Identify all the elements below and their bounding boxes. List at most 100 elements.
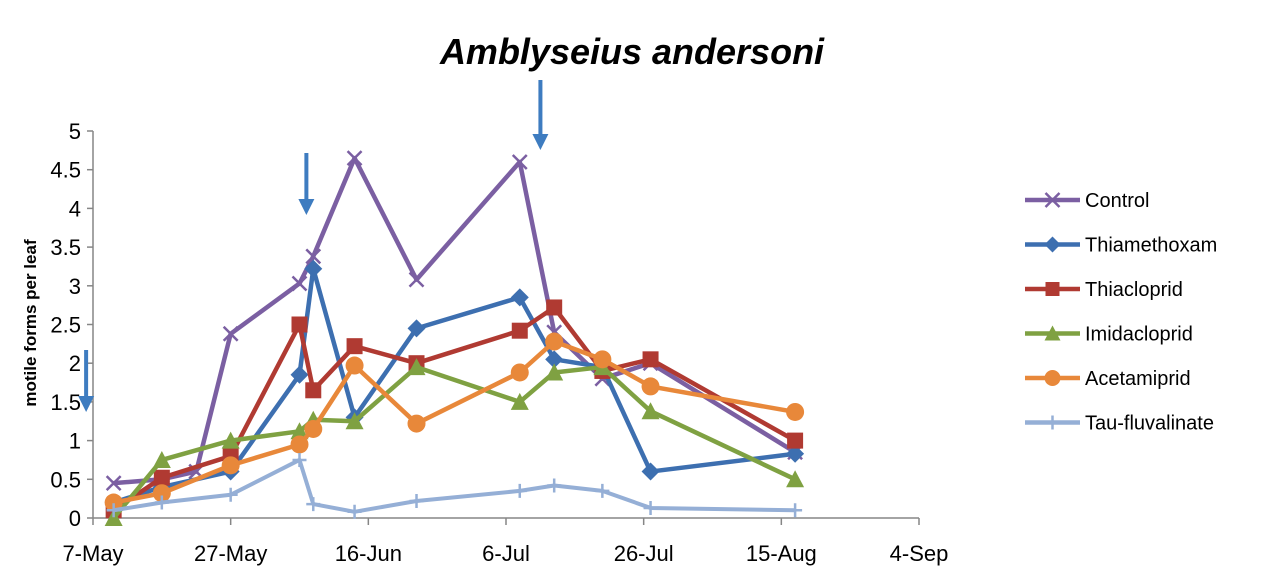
data-point-thiacloprid bbox=[153, 469, 170, 486]
data-point-tau-fluvalinate bbox=[512, 483, 527, 498]
data-point-imidacloprid bbox=[510, 392, 529, 410]
legend-entry-thiacloprid: Thiacloprid bbox=[1025, 279, 1183, 301]
data-point-thiacloprid bbox=[511, 322, 528, 339]
series-tau-fluvalinate bbox=[106, 452, 803, 519]
y-tick-label: 0.5 bbox=[50, 467, 81, 492]
data-point-tau-fluvalinate bbox=[292, 452, 307, 467]
series-group bbox=[104, 150, 805, 526]
data-point-acetamiprid bbox=[290, 435, 309, 454]
chart-title: Amblyseius andersoni bbox=[439, 31, 825, 72]
data-point-acetamiprid bbox=[152, 484, 171, 503]
legend-entry-control: Control bbox=[1025, 190, 1149, 212]
x-tick-label: 7-May bbox=[62, 541, 123, 566]
data-point-acetamiprid bbox=[104, 493, 123, 512]
data-point-thiamethoxam bbox=[641, 462, 660, 481]
data-point-control bbox=[105, 475, 122, 492]
data-point-tau-fluvalinate bbox=[547, 478, 562, 493]
data-point-acetamiprid bbox=[641, 377, 660, 396]
series-acetamiprid bbox=[104, 332, 805, 512]
y-axis-label: motile forms per leaf bbox=[21, 239, 40, 407]
data-point-acetamiprid bbox=[345, 356, 364, 375]
series-line-thiacloprid bbox=[112, 305, 797, 513]
series-imidacloprid bbox=[104, 358, 805, 526]
y-tick-label: 3 bbox=[69, 274, 81, 299]
data-point-imidacloprid bbox=[641, 402, 660, 420]
data-point-imidacloprid bbox=[104, 509, 123, 526]
data-point-thiacloprid bbox=[305, 382, 322, 399]
data-point-acetamiprid bbox=[221, 456, 240, 475]
x-tick-label: 16-Jun bbox=[335, 541, 402, 566]
x-tick-label: 27-May bbox=[194, 541, 267, 566]
y-tick-label: 0 bbox=[69, 506, 81, 531]
y-tick-label: 1 bbox=[69, 429, 81, 454]
series-line-control bbox=[113, 155, 797, 486]
axes: 0 0.5 1 1.5 2 2.5 3 3.5 4 4.5 5 7-May 27-May 16-Jun 6-… bbox=[50, 119, 948, 566]
application-arrow bbox=[298, 153, 315, 215]
series-line-thiamethoxam bbox=[112, 266, 796, 505]
data-point-imidacloprid bbox=[407, 358, 426, 376]
data-point-tau-fluvalinate bbox=[347, 504, 362, 519]
y-tick-label: 2.5 bbox=[50, 313, 81, 338]
data-point-imidacloprid bbox=[345, 412, 364, 430]
data-point-thiacloprid bbox=[546, 299, 563, 316]
legend-marker bbox=[1044, 370, 1061, 386]
data-point-imidacloprid bbox=[221, 431, 240, 449]
series-line-tau-fluvalinate bbox=[113, 457, 796, 514]
legend-label: Thiacloprid bbox=[1085, 279, 1183, 301]
data-point-control bbox=[305, 248, 322, 265]
legend-label: Control bbox=[1085, 190, 1149, 212]
legend-entry-acetamiprid: Acetamiprid bbox=[1025, 368, 1191, 390]
legend-marker bbox=[1045, 415, 1060, 430]
data-point-thiamethoxam bbox=[545, 350, 564, 369]
legend-label: Tau-fluvalinate bbox=[1085, 413, 1214, 435]
data-point-thiacloprid bbox=[291, 316, 308, 333]
data-point-thiacloprid bbox=[642, 351, 659, 368]
legend: Control Thiamethoxam Thiacloprid Imidaclopr… bbox=[1025, 190, 1217, 435]
y-tick-label: 2 bbox=[69, 351, 81, 376]
data-point-tau-fluvalinate bbox=[643, 500, 658, 515]
data-point-control bbox=[291, 275, 308, 292]
legend-label: Acetamiprid bbox=[1085, 368, 1191, 390]
x-tick-label: 6-Jul bbox=[482, 541, 530, 566]
legend-marker bbox=[1044, 192, 1061, 208]
application-arrow bbox=[78, 350, 95, 412]
data-point-acetamiprid bbox=[593, 350, 612, 369]
data-point-control bbox=[222, 325, 239, 342]
data-point-control bbox=[511, 154, 528, 170]
y-tick-label: 5 bbox=[69, 119, 81, 144]
legend-entry-thiamethoxam: Thiamethoxam bbox=[1025, 235, 1217, 257]
legend-label: Imidacloprid bbox=[1085, 324, 1193, 346]
series-line-acetamiprid bbox=[113, 339, 796, 505]
data-point-acetamiprid bbox=[304, 419, 323, 438]
data-point-imidacloprid bbox=[152, 450, 171, 468]
data-point-thiacloprid bbox=[346, 338, 363, 355]
data-point-thiamethoxam bbox=[510, 288, 529, 307]
legend-entry-imidacloprid: Imidacloprid bbox=[1025, 324, 1193, 346]
x-tick-label: 26-Jul bbox=[614, 541, 674, 566]
legend-label: Thiamethoxam bbox=[1085, 235, 1217, 257]
series-control bbox=[105, 150, 803, 492]
data-point-tau-fluvalinate bbox=[306, 497, 321, 512]
data-point-thiamethoxam bbox=[290, 365, 309, 384]
y-tick-label: 3.5 bbox=[50, 235, 81, 260]
data-point-thiacloprid bbox=[787, 432, 804, 449]
y-tick-label: 4 bbox=[69, 196, 81, 221]
data-point-imidacloprid bbox=[786, 470, 805, 488]
application-arrows bbox=[78, 80, 549, 412]
legend-marker bbox=[1044, 236, 1061, 253]
application-arrow bbox=[532, 80, 549, 150]
data-point-tau-fluvalinate bbox=[409, 493, 424, 508]
data-point-acetamiprid bbox=[407, 414, 426, 433]
y-tick-label: 4.5 bbox=[50, 158, 81, 183]
data-point-acetamiprid bbox=[510, 363, 529, 382]
data-point-tau-fluvalinate bbox=[154, 495, 169, 510]
data-point-acetamiprid bbox=[545, 332, 564, 351]
x-tick-label: 4-Sep bbox=[890, 541, 949, 566]
data-point-acetamiprid bbox=[786, 402, 805, 421]
data-point-control bbox=[346, 150, 363, 166]
legend-entry-tau-fluvalinate: Tau-fluvalinate bbox=[1025, 413, 1214, 435]
data-point-control bbox=[408, 271, 425, 288]
y-tick-label: 1.5 bbox=[50, 390, 81, 415]
data-point-tau-fluvalinate bbox=[595, 483, 610, 498]
